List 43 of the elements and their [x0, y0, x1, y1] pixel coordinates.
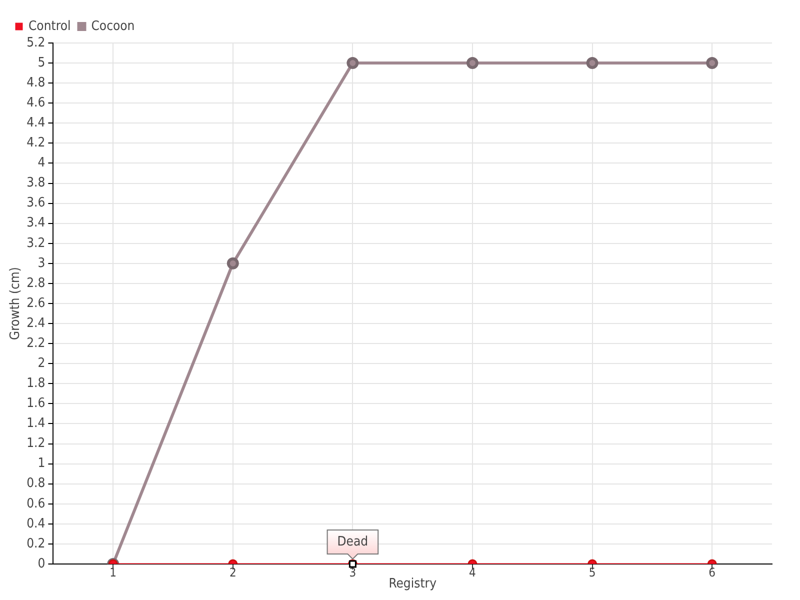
y-axis-title: Growth (cm) — [8, 267, 24, 340]
y-tick-label: 3.2 — [26, 236, 46, 251]
point — [226, 257, 239, 270]
point — [586, 57, 598, 70]
y-tick-label: 2.4 — [26, 316, 46, 331]
legend-label: Cocoon — [91, 18, 135, 34]
y-tick-label: 3.6 — [26, 196, 46, 211]
y-tick-label: 4.2 — [26, 136, 46, 151]
y-tick-label: 4.6 — [26, 95, 46, 110]
y-tick-label: 1 — [38, 456, 46, 472]
y-tick-label: 0.6 — [26, 496, 46, 512]
x-tick-label: 3 — [349, 565, 356, 580]
y-tick-label: 4.4 — [26, 116, 46, 131]
x-tick-label: 2 — [229, 565, 236, 580]
y-tick-label: 5.2 — [26, 35, 46, 50]
y-tick-label: 0 — [38, 556, 46, 572]
y-tick-label: 1.8 — [26, 376, 46, 392]
y-tick-label: 3.4 — [26, 216, 46, 231]
point — [466, 57, 478, 70]
y-tick-label: 2.8 — [26, 276, 46, 291]
y-tick-label: 0.8 — [26, 476, 46, 492]
y-tick-label: 2 — [38, 356, 46, 371]
y-tick-label: 1.4 — [26, 416, 46, 432]
y-tick-label: 4 — [38, 156, 46, 171]
legend-label: Control — [28, 18, 71, 34]
point — [706, 57, 718, 70]
y-tick-label: 1.6 — [26, 396, 46, 412]
y-tick-label: 3.8 — [26, 176, 46, 191]
y-tick-label: 3 — [38, 256, 46, 271]
y-tick-label: 0.2 — [26, 536, 46, 552]
point — [346, 57, 359, 70]
y-tick-label: 2.6 — [26, 296, 46, 311]
y-tick-label: 5 — [38, 55, 46, 70]
y-tick-label: 0.4 — [26, 516, 46, 532]
x-tick-label: 1 — [110, 565, 117, 580]
y-tick-label: 1.2 — [26, 436, 46, 452]
x-tick-label: 6 — [708, 565, 716, 580]
y-tick-label: 2.2 — [26, 336, 46, 351]
x-axis-title: Registry — [388, 576, 437, 592]
annotation: Dead — [337, 534, 368, 550]
x-tick-label: 4 — [469, 565, 476, 580]
x-tick-label: 5 — [588, 565, 596, 580]
y-tick-label: 4.8 — [26, 75, 46, 90]
